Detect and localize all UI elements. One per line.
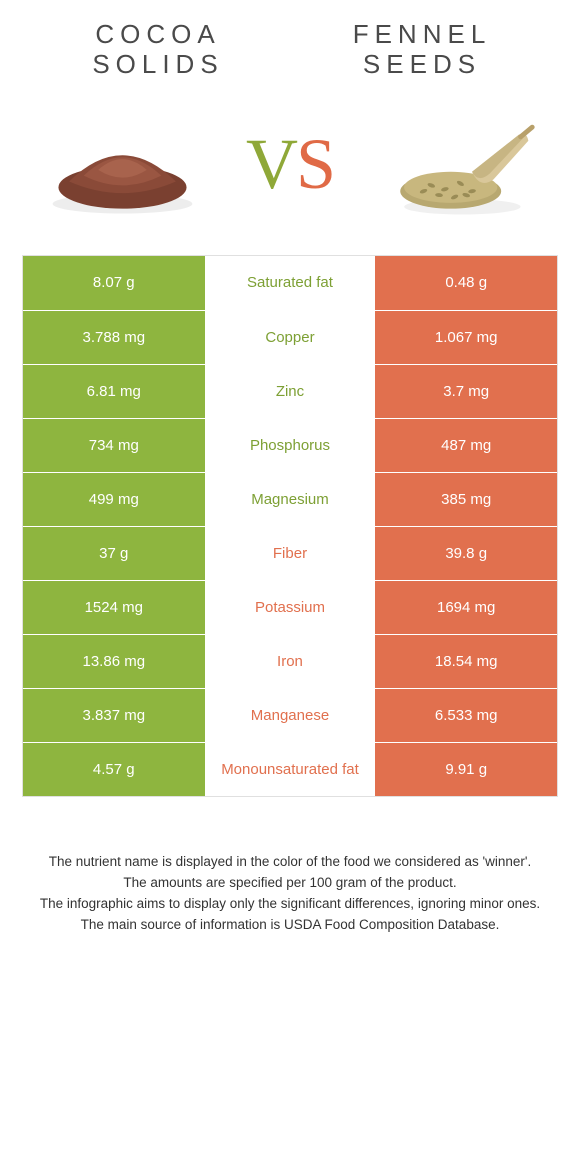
infographic-root: COCOA SOLIDS FENNEL SEEDS VS <box>0 0 580 935</box>
nutrient-label: Zinc <box>205 365 376 418</box>
comparison-table: 8.07 gSaturated fat0.48 g3.788 mgCopper1… <box>22 255 558 797</box>
left-value: 6.81 mg <box>23 365 205 418</box>
table-row: 6.81 mgZinc3.7 mg <box>23 364 557 418</box>
nutrient-label: Monounsaturated fat <box>205 743 376 796</box>
table-row: 4.57 gMonounsaturated fat9.91 g <box>23 742 557 796</box>
fennel-image <box>375 110 540 220</box>
note-line: The main source of information is USDA F… <box>38 915 542 936</box>
nutrient-label: Magnesium <box>205 473 376 526</box>
nutrient-label: Copper <box>205 311 376 364</box>
title-row: COCOA SOLIDS FENNEL SEEDS <box>20 20 560 80</box>
note-line: The amounts are specified per 100 gram o… <box>38 873 542 894</box>
vs-v: V <box>246 123 296 206</box>
nutrient-label: Saturated fat <box>205 256 376 310</box>
table-row: 499 mgMagnesium385 mg <box>23 472 557 526</box>
nutrient-label: Phosphorus <box>205 419 376 472</box>
right-value: 385 mg <box>375 473 557 526</box>
right-value: 3.7 mg <box>375 365 557 418</box>
right-value: 1.067 mg <box>375 311 557 364</box>
left-value: 499 mg <box>23 473 205 526</box>
left-food-title: COCOA SOLIDS <box>50 20 266 80</box>
right-value: 0.48 g <box>375 256 557 310</box>
footer-notes: The nutrient name is displayed in the co… <box>20 852 560 936</box>
table-row: 37 gFiber39.8 g <box>23 526 557 580</box>
table-row: 3.837 mgManganese6.533 mg <box>23 688 557 742</box>
right-food-title: FENNEL SEEDS <box>314 20 530 80</box>
nutrient-label: Iron <box>205 635 376 688</box>
nutrient-label: Fiber <box>205 527 376 580</box>
table-row: 8.07 gSaturated fat0.48 g <box>23 256 557 310</box>
left-value: 13.86 mg <box>23 635 205 688</box>
right-value: 487 mg <box>375 419 557 472</box>
table-row: 1524 mgPotassium1694 mg <box>23 580 557 634</box>
right-value: 39.8 g <box>375 527 557 580</box>
vs-s: S <box>296 123 334 206</box>
note-line: The nutrient name is displayed in the co… <box>38 852 542 873</box>
table-row: 734 mgPhosphorus487 mg <box>23 418 557 472</box>
right-value: 6.533 mg <box>375 689 557 742</box>
table-row: 3.788 mgCopper1.067 mg <box>23 310 557 364</box>
left-value: 1524 mg <box>23 581 205 634</box>
left-value: 3.837 mg <box>23 689 205 742</box>
cocoa-image <box>40 110 205 220</box>
vs-label: VS <box>246 123 334 206</box>
right-value: 18.54 mg <box>375 635 557 688</box>
note-line: The infographic aims to display only the… <box>38 894 542 915</box>
left-value: 3.788 mg <box>23 311 205 364</box>
left-value: 37 g <box>23 527 205 580</box>
left-value: 8.07 g <box>23 256 205 310</box>
nutrient-label: Manganese <box>205 689 376 742</box>
left-value: 734 mg <box>23 419 205 472</box>
table-row: 13.86 mgIron18.54 mg <box>23 634 557 688</box>
right-value: 9.91 g <box>375 743 557 796</box>
right-value: 1694 mg <box>375 581 557 634</box>
hero-row: VS <box>20 110 560 220</box>
left-value: 4.57 g <box>23 743 205 796</box>
nutrient-label: Potassium <box>205 581 376 634</box>
